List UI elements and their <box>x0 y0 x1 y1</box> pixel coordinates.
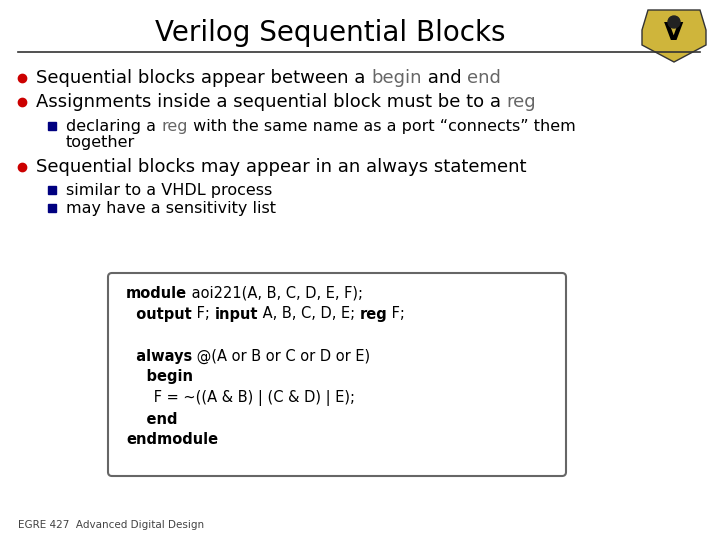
Text: F = ~((A & B) | (C & D) | E);: F = ~((A & B) | (C & D) | E); <box>126 390 355 406</box>
Text: reg: reg <box>507 93 536 111</box>
Text: Sequential blocks appear between a: Sequential blocks appear between a <box>36 69 371 87</box>
Text: EGRE 427  Advanced Digital Design: EGRE 427 Advanced Digital Design <box>18 520 204 530</box>
Text: module: module <box>126 286 187 300</box>
Text: end: end <box>126 411 178 427</box>
Circle shape <box>668 16 680 28</box>
Text: Assignments inside a sequential block must be to a: Assignments inside a sequential block mu… <box>36 93 507 111</box>
Polygon shape <box>642 10 706 62</box>
Text: input: input <box>215 307 258 321</box>
Text: may have a sensitivity list: may have a sensitivity list <box>66 200 276 215</box>
Text: reg: reg <box>359 307 387 321</box>
Text: begin: begin <box>371 69 422 87</box>
Text: with the same name as a port “connects” them: with the same name as a port “connects” … <box>188 118 575 133</box>
Text: F;: F; <box>192 307 215 321</box>
Text: always: always <box>126 348 192 363</box>
Text: end: end <box>467 69 501 87</box>
FancyBboxPatch shape <box>108 273 566 476</box>
Text: Sequential blocks may appear in an always statement: Sequential blocks may appear in an alway… <box>36 158 526 176</box>
Text: F;: F; <box>387 307 405 321</box>
Text: and: and <box>422 69 467 87</box>
Text: A, B, C, D, E;: A, B, C, D, E; <box>258 307 359 321</box>
Text: output: output <box>126 307 192 321</box>
Text: declaring a: declaring a <box>66 118 161 133</box>
Text: endmodule: endmodule <box>126 433 218 448</box>
Text: Verilog Sequential Blocks: Verilog Sequential Blocks <box>155 19 505 47</box>
Text: reg: reg <box>161 118 188 133</box>
Text: aoi221(A, B, C, D, E, F);: aoi221(A, B, C, D, E, F); <box>187 286 363 300</box>
Text: similar to a VHDL process: similar to a VHDL process <box>66 183 272 198</box>
Text: V: V <box>665 21 684 45</box>
Text: together: together <box>66 136 135 151</box>
Text: @(A or B or C or D or E): @(A or B or C or D or E) <box>192 348 370 363</box>
Text: begin: begin <box>126 369 193 384</box>
